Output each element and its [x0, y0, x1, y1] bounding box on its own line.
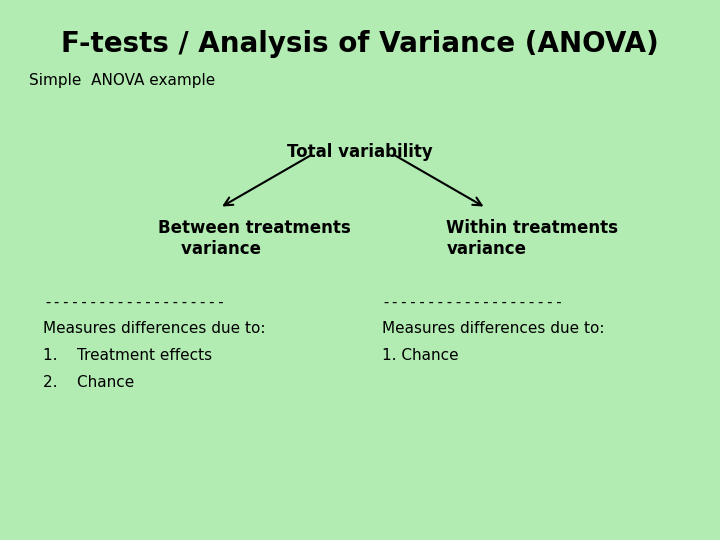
Text: 1. Chance: 1. Chance: [382, 348, 458, 363]
Text: Measures differences due to:: Measures differences due to:: [43, 321, 266, 336]
Text: F-tests / Analysis of Variance (ANOVA): F-tests / Analysis of Variance (ANOVA): [61, 30, 659, 58]
Text: 1.    Treatment effects: 1. Treatment effects: [43, 348, 212, 363]
Text: Total variability: Total variability: [287, 143, 433, 161]
Text: Measures differences due to:: Measures differences due to:: [382, 321, 604, 336]
Text: 2.    Chance: 2. Chance: [43, 375, 135, 390]
Text: Simple  ANOVA example: Simple ANOVA example: [29, 73, 215, 88]
Text: Within treatments
variance: Within treatments variance: [446, 219, 618, 258]
Text: --------------------: --------------------: [43, 294, 225, 309]
Text: --------------------: --------------------: [382, 294, 564, 309]
Text: Between treatments
    variance: Between treatments variance: [158, 219, 351, 258]
